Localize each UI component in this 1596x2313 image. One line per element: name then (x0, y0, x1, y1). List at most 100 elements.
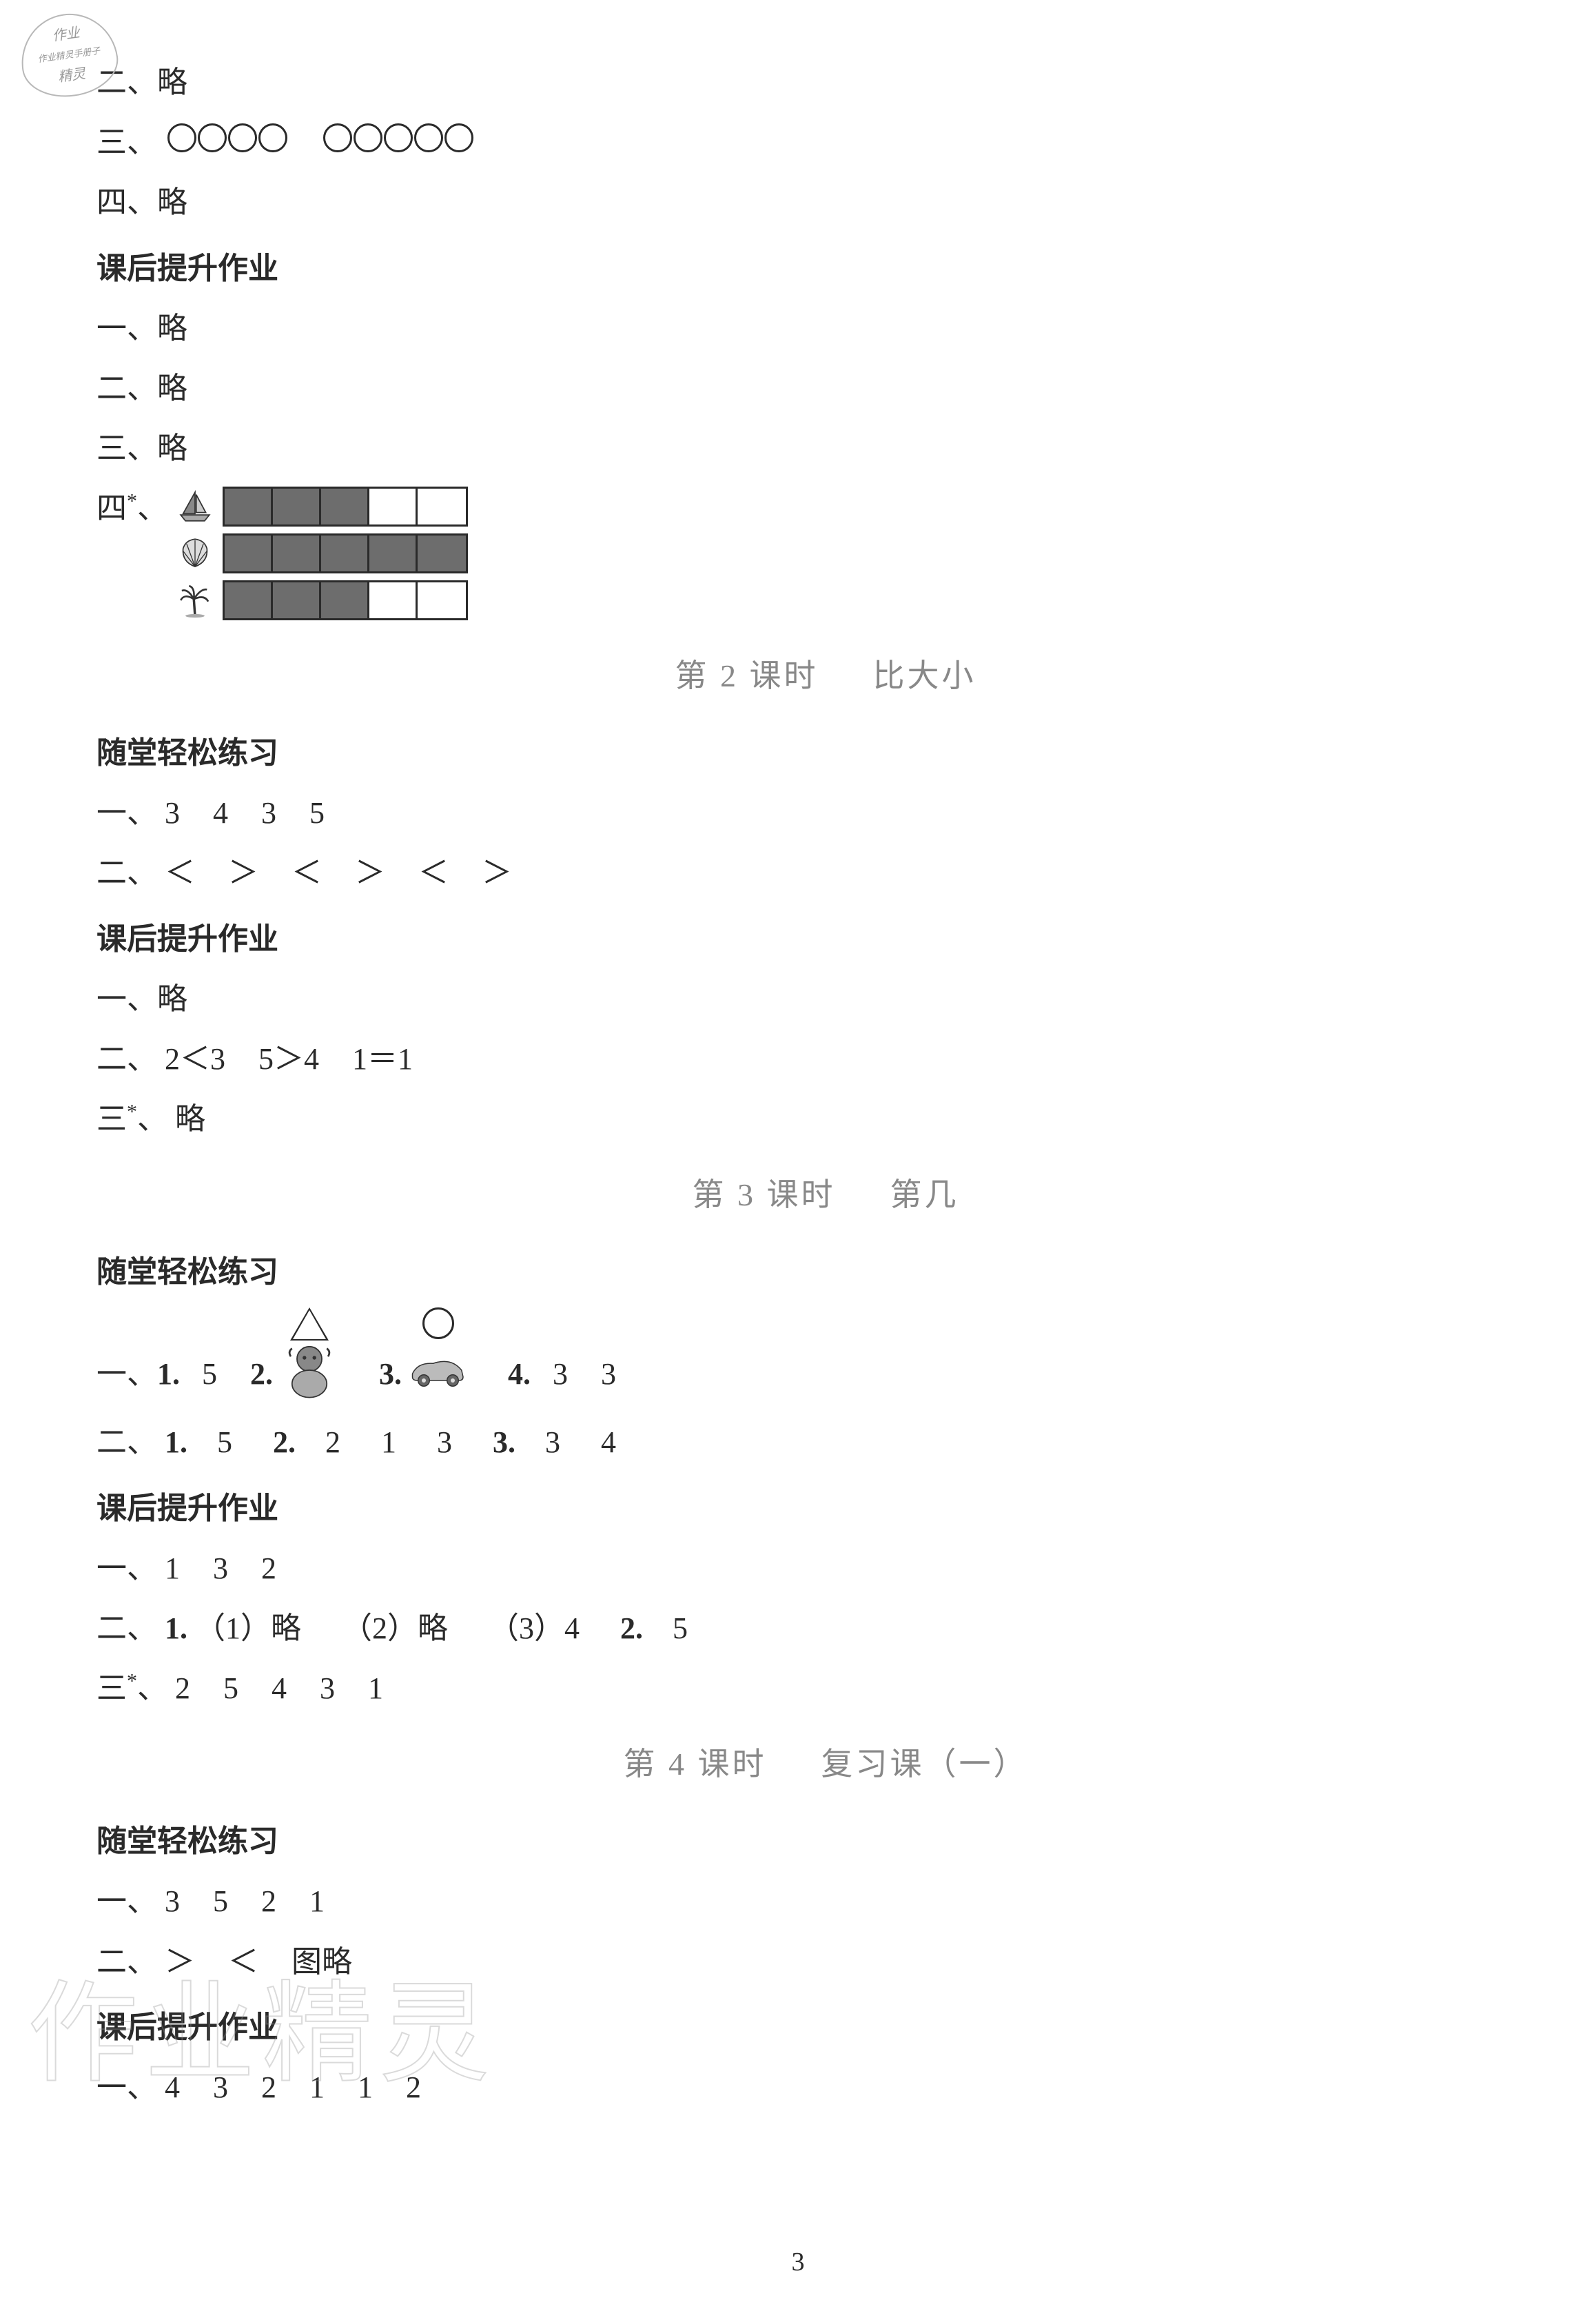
answer-line: 二、略 (96, 55, 1555, 110)
answer-value: 3 (165, 796, 180, 830)
answer-value: 2 (261, 1884, 276, 1918)
answer-line-circles: 三、 (96, 115, 1555, 170)
answer-value: 1 (165, 1551, 180, 1585)
answer-line: 一、略 (96, 972, 1555, 1026)
bar-cells (223, 533, 468, 573)
bar-cell (273, 489, 321, 524)
answer-value: ＞ (482, 856, 512, 890)
answer-line: 一、略 (96, 301, 1555, 356)
bar-cell (273, 582, 321, 618)
bar-cell (225, 536, 273, 571)
answer-value: 5 (309, 796, 325, 830)
answer-line: 四、略 (96, 175, 1555, 230)
answer-value: 图略 (291, 1945, 352, 1979)
lesson-title: 第 3 课时 第几 (96, 1167, 1555, 1224)
answer-value: 3 (213, 2070, 228, 2104)
bar-cell (369, 536, 418, 571)
answer-line: 三*、 略 (96, 1092, 1555, 1146)
section-heading: 课后提升作业 (96, 241, 1555, 296)
section-heading: 课后提升作业 (96, 1481, 1555, 1536)
circle-icon (167, 123, 196, 152)
answer-line: 二、 1. （1）略 （2）略 （3）4 2. 5 (96, 1601, 1555, 1655)
answer-line: 二、 ＜＞＜＞＜＞ (96, 846, 1555, 900)
answer-line: 一、 1. 5 2. 3. (96, 1305, 1555, 1401)
answer-value: 2 (261, 2070, 276, 2104)
car-icon-block (407, 1305, 469, 1401)
triangle-shape (293, 1310, 326, 1339)
sailboat-icon (176, 487, 214, 526)
bar-cell (369, 489, 418, 524)
circle-icon (198, 123, 227, 152)
circle-shape (422, 1307, 454, 1339)
circle-icon (414, 123, 443, 152)
answer-value: 5 (223, 1671, 238, 1705)
circle-icon (384, 123, 413, 152)
section-heading: 随堂轻松练习 (96, 1814, 1555, 1868)
section-heading: 课后提升作业 (96, 912, 1555, 966)
page-content: 二、略 三、 四、略 课后提升作业 一、略 二、略 三、略 四*、 第 2 课时… (96, 55, 1555, 2115)
bar-cells (223, 580, 468, 620)
answer-value: 3 (165, 1884, 180, 1918)
answer-value: 2 (261, 1551, 276, 1585)
answer-line: 二、略 (96, 361, 1555, 416)
bar-row (176, 533, 468, 573)
doll-icon-block (278, 1305, 340, 1401)
lesson-title: 第 4 课时 复习课（一） (96, 1736, 1555, 1793)
circle-groups (167, 123, 475, 152)
section-heading: 随堂轻松练习 (96, 726, 1555, 780)
line-prefix: 三、 (96, 125, 157, 159)
bar-row (176, 487, 468, 527)
answer-value: 5 (213, 1884, 228, 1918)
answer-value: 4 (165, 2070, 180, 2104)
answer-value: ＜ (418, 856, 449, 890)
answer-value: 1 (368, 1671, 383, 1705)
answer-value: ＞ (355, 856, 385, 890)
stamp-line: 作业 (51, 21, 82, 49)
answer-line: 一、 132 (96, 1541, 1555, 1596)
page-number: 3 (792, 2239, 805, 2285)
answer-line: 三*、 25431 (96, 1661, 1555, 1715)
answer-line: 一、 432112 (96, 2060, 1555, 2115)
bar-cell (418, 582, 466, 618)
answer-line: 二、 1. 5 2. 2 1 3 3. 3 4 (96, 1415, 1555, 1469)
answer-line: 二、 ＞＜图略 (96, 1935, 1555, 1989)
answer-value: 3 (213, 1551, 228, 1585)
bar-cell (321, 582, 369, 618)
answer-value: ＜ (291, 856, 322, 890)
answer-value: ＞ (228, 856, 258, 890)
answer-value: ＞ (165, 1945, 195, 1979)
answer-value: ＜ (228, 1945, 258, 1979)
circle-icon (354, 123, 382, 152)
answer-value: 1 (309, 1884, 325, 1918)
palm-icon (176, 581, 214, 620)
section-heading: 课后提升作业 (96, 2000, 1555, 2055)
answer-value: 3 (320, 1671, 335, 1705)
answer-line: 一、 3521 (96, 1874, 1555, 1928)
circle-icon (228, 123, 257, 152)
line-prefix: 四*、 (96, 481, 167, 536)
bar-cell (273, 536, 321, 571)
circle-icon (258, 123, 287, 152)
answer-value: 5＞4 (258, 1042, 319, 1076)
car-icon (407, 1339, 469, 1401)
shell-icon (176, 534, 214, 573)
answer-value: 1＝1 (352, 1042, 413, 1076)
bar-cell (369, 582, 418, 618)
circle-icon (444, 123, 473, 152)
section-heading: 随堂轻松练习 (96, 1245, 1555, 1299)
answer-line: 一、 3435 (96, 786, 1555, 840)
stamp-line: 精灵 (57, 61, 88, 90)
answer-line: 三、略 (96, 421, 1555, 476)
answer-value: 3 (261, 796, 276, 830)
bar-cell (418, 489, 466, 524)
bar-cells (223, 487, 468, 527)
bar-cell (225, 489, 273, 524)
bar-row (176, 580, 468, 620)
bar-chart-block: 四*、 (96, 481, 1555, 627)
answer-value: 4 (272, 1671, 287, 1705)
answer-line: 二、 2＜35＞41＝1 (96, 1032, 1555, 1086)
answer-value: 4 (213, 796, 228, 830)
answer-value: 2＜3 (165, 1042, 225, 1076)
answer-value: 2 (175, 1671, 190, 1705)
doll-icon (278, 1339, 340, 1401)
